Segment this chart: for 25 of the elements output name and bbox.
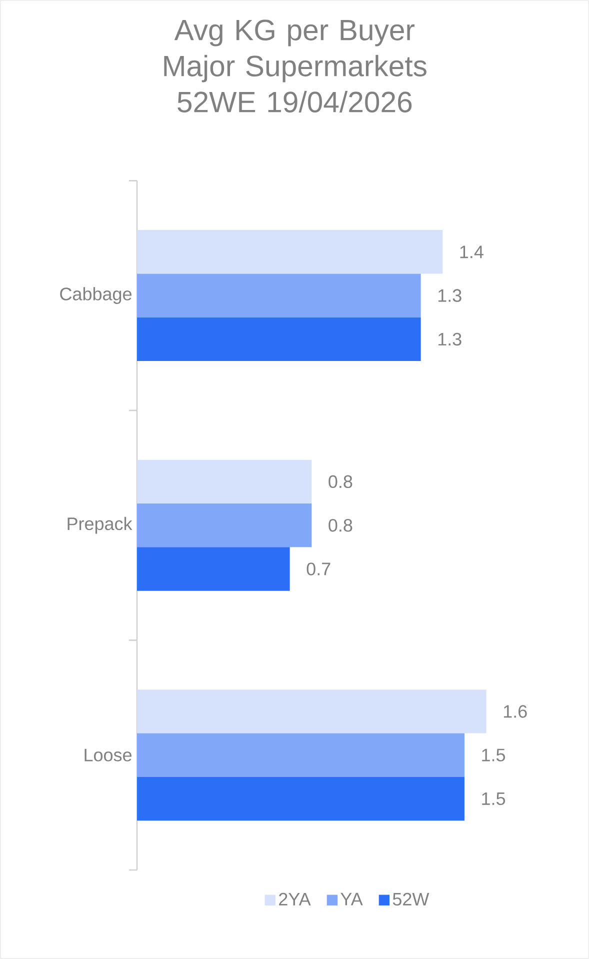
data-label: 1.5	[482, 792, 506, 806]
legend-label: 52W	[392, 892, 430, 906]
bar	[137, 690, 486, 734]
y-tick-label: Cabbage	[60, 287, 132, 304]
legend-label: YA	[340, 892, 363, 906]
data-label: 0.8	[328, 475, 352, 488]
chart-title: Avg KG per Buyer Major Supermarkets 52WE 19/04/2026	[164, 20, 426, 112]
data-label: 1.5	[482, 748, 506, 762]
y-tick-label: Prepack	[68, 516, 132, 534]
bar	[137, 776, 464, 821]
data-label: 0.7	[306, 562, 330, 576]
bar	[137, 733, 464, 777]
y-tick-label: Loose	[84, 748, 132, 762]
bar	[137, 504, 312, 548]
bar	[137, 274, 421, 318]
data-label: 1.6	[504, 705, 527, 718]
bar	[137, 460, 312, 504]
data-label: 1.3	[438, 289, 462, 302]
data-label: 0.8	[328, 518, 352, 532]
data-label: 1.3	[438, 332, 462, 346]
bar	[137, 230, 443, 274]
data-label: 1.4	[460, 246, 484, 258]
legend-label: 2YA	[279, 892, 311, 906]
bar	[137, 317, 421, 362]
bar	[137, 547, 290, 591]
